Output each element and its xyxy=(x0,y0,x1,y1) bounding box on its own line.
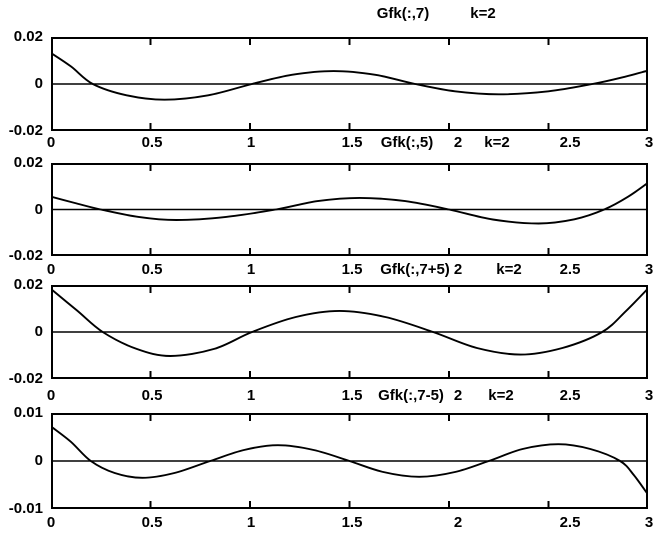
subplot-1-canvas xyxy=(51,37,648,131)
x-tick-label: 0 xyxy=(46,261,56,278)
y-tick-label: 0 xyxy=(34,200,43,218)
x-tick-label: 0 xyxy=(46,387,56,404)
plot-frame xyxy=(51,37,648,131)
subplot-4-title-function: Gfk(:,7-5) xyxy=(378,387,444,404)
curve-Gfk(:,5) xyxy=(51,181,648,225)
y-tick-label: -0.01 xyxy=(8,500,43,517)
plot-frame xyxy=(51,285,648,379)
subplot-2-title-param: k=2 xyxy=(484,134,510,151)
x-tick-label: 3 xyxy=(644,514,654,531)
plot-frame xyxy=(51,413,648,509)
x-tick-label: 2.5 xyxy=(559,514,581,531)
y-tick-label: -0.02 xyxy=(8,122,43,139)
x-tick-label: 1.5 xyxy=(341,261,363,278)
x-tick-label: 1 xyxy=(246,134,256,151)
subplot-2-axes xyxy=(51,163,648,256)
x-tick-label: 0 xyxy=(46,134,56,151)
curve-Gfk(:,7+5) xyxy=(51,287,648,357)
x-tick-label: 2 xyxy=(453,514,463,531)
x-tick-label: 1 xyxy=(246,387,256,404)
plot-frame xyxy=(51,163,648,256)
x-tick-label: 2.5 xyxy=(559,387,581,404)
x-tick-label: 2 xyxy=(453,261,463,278)
x-tick-label: 2.5 xyxy=(559,134,581,151)
y-tick-label: 0 xyxy=(34,452,43,469)
y-tick-label: 0.02 xyxy=(13,154,43,171)
x-tick-label: 0 xyxy=(46,514,56,531)
subplot-3-title-function: Gfk(:,7+5) xyxy=(380,261,450,278)
subplot-2-title-function: Gfk(:,5) xyxy=(380,134,434,151)
subplot-3-canvas xyxy=(51,285,648,379)
y-tick-label: 0 xyxy=(34,323,43,340)
x-tick-label: 1.5 xyxy=(341,387,363,404)
curve-Gfk(:,7-5) xyxy=(51,425,648,496)
subplot-4-canvas xyxy=(51,413,648,509)
x-tick-label: 3 xyxy=(644,134,654,151)
subplot-4-title-param: k=2 xyxy=(488,387,514,404)
subplot-1-title-param: k=2 xyxy=(470,5,496,22)
x-tick-label: 0.5 xyxy=(141,134,163,151)
y-tick-label: 0.02 xyxy=(13,276,43,293)
y-tick-label: 0.02 xyxy=(13,28,43,45)
subplot-1-axes xyxy=(51,37,648,131)
y-tick-label: -0.02 xyxy=(8,247,43,264)
subplot-3-axes xyxy=(51,285,648,379)
subplot-3-title-param: k=2 xyxy=(496,261,522,278)
x-tick-label: 1.5 xyxy=(341,134,363,151)
x-tick-label: 0.5 xyxy=(141,514,163,531)
subplot-1-title-function: Gfk(:,7) xyxy=(376,5,430,22)
x-tick-label: 3 xyxy=(644,387,654,404)
y-tick-label: -0.02 xyxy=(8,370,43,387)
subplot-4-axes xyxy=(51,413,648,509)
x-tick-label: 2.5 xyxy=(559,261,581,278)
x-tick-label: 3 xyxy=(644,261,654,278)
x-tick-label: 1 xyxy=(246,514,256,531)
x-tick-label: 0.5 xyxy=(141,261,163,278)
x-tick-label: 2 xyxy=(453,134,463,151)
x-tick-label: 1 xyxy=(246,261,256,278)
subplot-2-canvas xyxy=(51,163,648,256)
x-tick-label: 2 xyxy=(453,387,463,404)
curve-Gfk(:,7) xyxy=(51,52,648,101)
y-tick-label: 0.01 xyxy=(13,404,43,421)
y-tick-label: 0 xyxy=(34,75,43,92)
x-tick-label: 0.5 xyxy=(141,387,163,404)
x-tick-label: 1.5 xyxy=(341,514,363,531)
